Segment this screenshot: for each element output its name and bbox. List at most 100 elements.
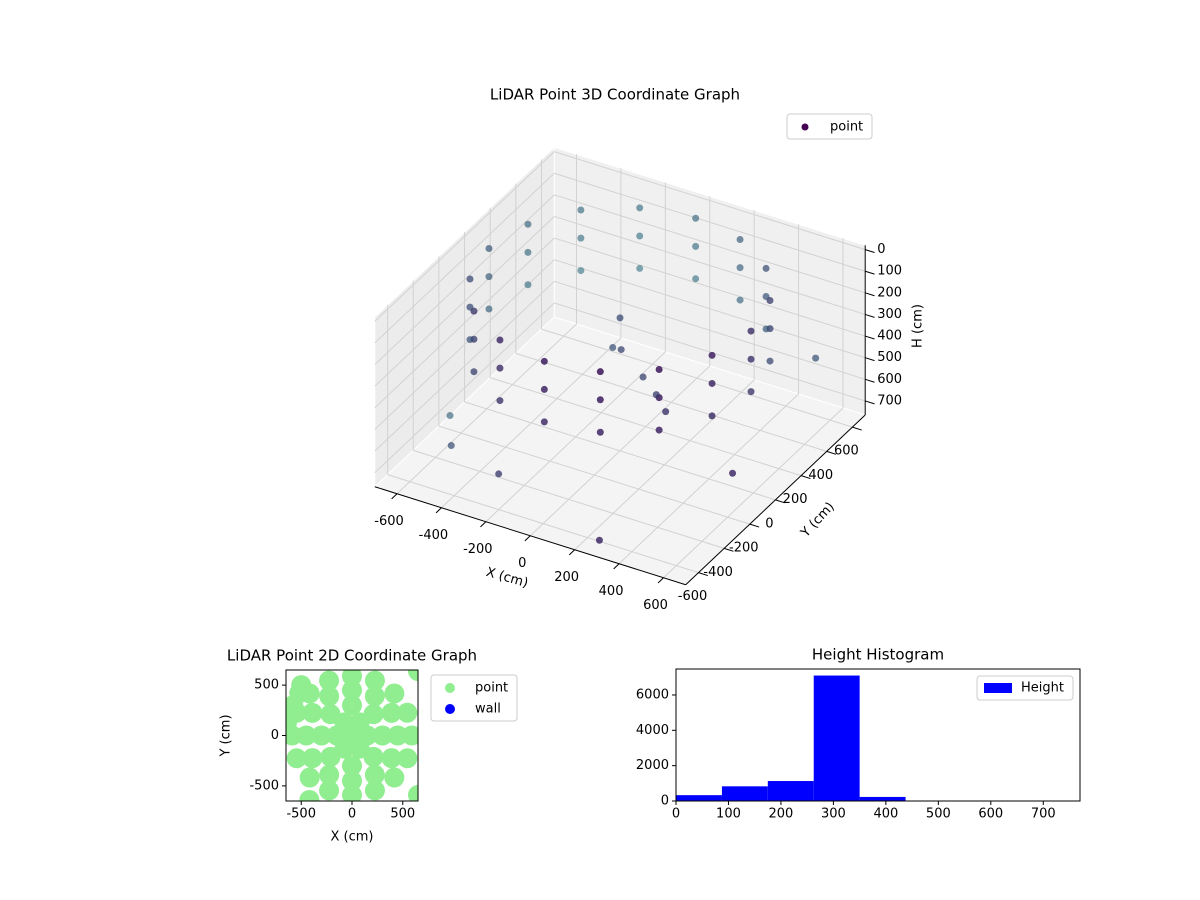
- data-point: [364, 670, 385, 691]
- data-point: [496, 336, 504, 344]
- data-point: [286, 712, 298, 733]
- x-axis-label: X (cm): [331, 830, 374, 845]
- bar: [676, 795, 722, 801]
- data-point: [342, 770, 362, 791]
- data-point: [596, 396, 604, 404]
- x-tick-label: 300: [821, 807, 846, 822]
- y-tick: [698, 572, 708, 577]
- grid-line: [374, 259, 555, 430]
- x-tick: [391, 493, 398, 500]
- data-point: [636, 204, 644, 212]
- grid-line: [374, 302, 555, 474]
- data-point: [639, 373, 647, 381]
- x-axis-line: [374, 486, 686, 586]
- axes-frame: [675, 668, 1081, 802]
- y-tick-label: -200: [729, 541, 759, 556]
- x-tick-label: 0: [518, 556, 526, 571]
- x-tick: [568, 549, 576, 556]
- data-point: [485, 305, 493, 313]
- data-point: [692, 214, 700, 222]
- y-tick-label: 0: [661, 794, 669, 809]
- z-tick: [865, 400, 875, 405]
- z-tick: [865, 249, 875, 254]
- z-tick-label: 200: [877, 285, 902, 300]
- y-tick: [749, 523, 760, 528]
- data-point: [577, 267, 585, 275]
- grid-line: [387, 474, 699, 574]
- x-tick: [657, 577, 664, 584]
- y-tick-label: 400: [808, 468, 833, 483]
- data-point: [662, 408, 670, 416]
- legend-marker: [445, 704, 455, 714]
- data-point: [762, 264, 770, 272]
- grid-line: [374, 216, 555, 387]
- data-point: [747, 355, 755, 363]
- data-point: [446, 412, 454, 420]
- y-tick-label: 0: [765, 516, 773, 531]
- x-tick-label: 600: [978, 807, 1003, 822]
- data-point: [299, 789, 320, 801]
- y-tick-label: 2000: [636, 758, 669, 773]
- legend-marker: [984, 683, 1012, 693]
- data-point: [466, 275, 474, 283]
- data-point: [286, 748, 307, 769]
- z-tick-label: 500: [877, 350, 902, 365]
- y-tick-label: 200: [783, 492, 808, 507]
- legend-label: Height: [1021, 681, 1064, 696]
- grid-line: [413, 449, 725, 549]
- x-tick-label: -600: [374, 514, 404, 529]
- x-tick-label: 400: [873, 807, 898, 822]
- data-point: [408, 670, 418, 682]
- data-point: [655, 366, 663, 374]
- y-tick-label: 0: [271, 728, 279, 743]
- data-point: [485, 273, 493, 281]
- grid-line: [554, 280, 866, 380]
- legend-marker: [801, 123, 809, 131]
- grid-line: [554, 172, 866, 272]
- z-tick-label: 400: [877, 329, 902, 344]
- legend-label: point: [830, 120, 863, 135]
- x-tick-label: 0: [672, 807, 680, 822]
- data-point: [447, 442, 455, 450]
- y-tick: [724, 547, 734, 552]
- data-point: [524, 281, 532, 289]
- data-point: [364, 764, 385, 785]
- z-tick: [865, 292, 875, 297]
- data-point: [381, 748, 402, 769]
- data-point: [708, 379, 716, 387]
- x-tick-label: 400: [599, 584, 624, 599]
- z-tick-label: 0: [877, 242, 885, 257]
- grid-line: [374, 194, 555, 365]
- y-tick-label: 6000: [636, 687, 669, 702]
- z-axis-label: H (cm): [911, 304, 926, 348]
- grid-line: [554, 302, 866, 402]
- grid-line: [541, 328, 853, 428]
- data-point: [286, 695, 304, 716]
- axes-frame: [285, 669, 419, 802]
- data-point: [342, 755, 362, 776]
- x-tick-label: 0: [348, 807, 356, 822]
- x-tick: [524, 535, 531, 542]
- y-tick-label: -400: [703, 565, 733, 580]
- data-point: [577, 206, 585, 214]
- x-tick-label: 500: [926, 807, 951, 822]
- data-point: [466, 303, 474, 311]
- bar: [721, 786, 768, 801]
- data-point: [729, 469, 737, 477]
- grid-line: [374, 280, 555, 452]
- x-tick: [480, 521, 487, 528]
- data-point: [364, 780, 385, 801]
- x-tick: [435, 507, 442, 514]
- y-axis-line: [685, 414, 866, 586]
- data-point: [319, 780, 340, 801]
- data-point: [397, 748, 418, 769]
- grid-line: [464, 401, 776, 501]
- data-point: [342, 695, 362, 716]
- data-point: [320, 746, 341, 767]
- y-tick: [852, 426, 862, 431]
- z-tick: [865, 357, 875, 362]
- grid-line: [554, 259, 866, 359]
- data-point: [747, 388, 755, 396]
- chart-title: Height Histogram: [812, 646, 944, 664]
- grid-line: [374, 151, 555, 322]
